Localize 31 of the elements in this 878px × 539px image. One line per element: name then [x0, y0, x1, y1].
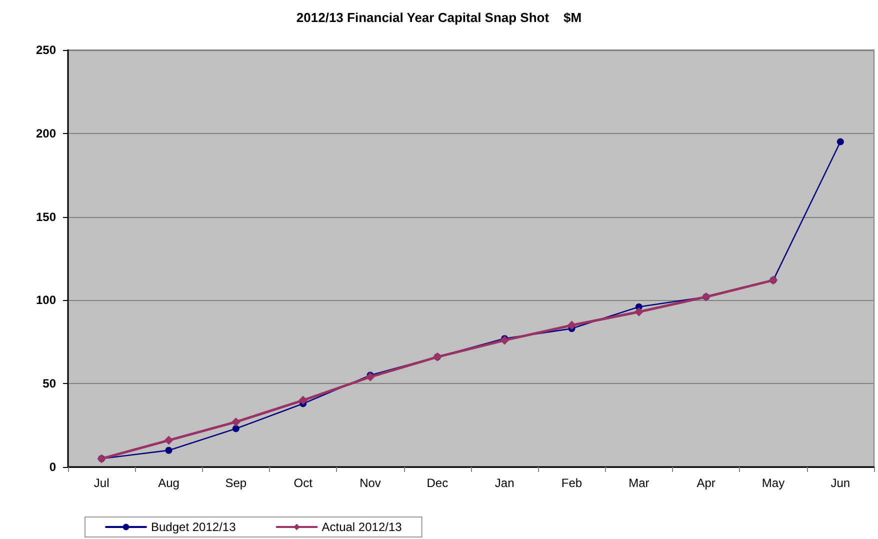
point: [567, 320, 576, 330]
legend-label: Budget 2012/13: [151, 520, 236, 534]
point: [164, 436, 174, 445]
y-tick-label: 150: [36, 210, 56, 224]
x-tick-label: Oct: [294, 476, 314, 490]
point: [500, 336, 510, 345]
x-tick-label: Apr: [696, 476, 716, 490]
x-tick-label: Aug: [158, 476, 180, 490]
x-tick-label: Nov: [360, 476, 381, 490]
point: [231, 417, 240, 426]
x-tick-label: Feb: [561, 476, 582, 490]
x-tick-label: Jun: [830, 476, 850, 490]
point: [836, 138, 844, 146]
legend-label: Actual 2012/13: [322, 520, 402, 534]
point: [232, 425, 240, 432]
point: [298, 396, 308, 405]
y-tick-label: 50: [42, 376, 56, 391]
x-tick-label: Sep: [225, 476, 247, 490]
y-tick-label: 100: [36, 293, 56, 308]
x-tick-label: Jul: [94, 476, 110, 490]
point: [366, 372, 375, 382]
x-tick-label: May: [762, 476, 785, 490]
chart-title: 2012/13 Financial Year Capital Snap Shot $M: [296, 10, 582, 25]
x-tick-label: Mar: [628, 476, 650, 490]
y-tick-label: 0: [49, 460, 56, 474]
point: [165, 446, 172, 454]
y-tick-label: 250: [36, 43, 56, 57]
y-tick-label: 200: [36, 126, 56, 140]
point: [634, 307, 644, 316]
x-tick-label: Jan: [494, 476, 514, 490]
x-tick-label: Dec: [426, 476, 448, 490]
